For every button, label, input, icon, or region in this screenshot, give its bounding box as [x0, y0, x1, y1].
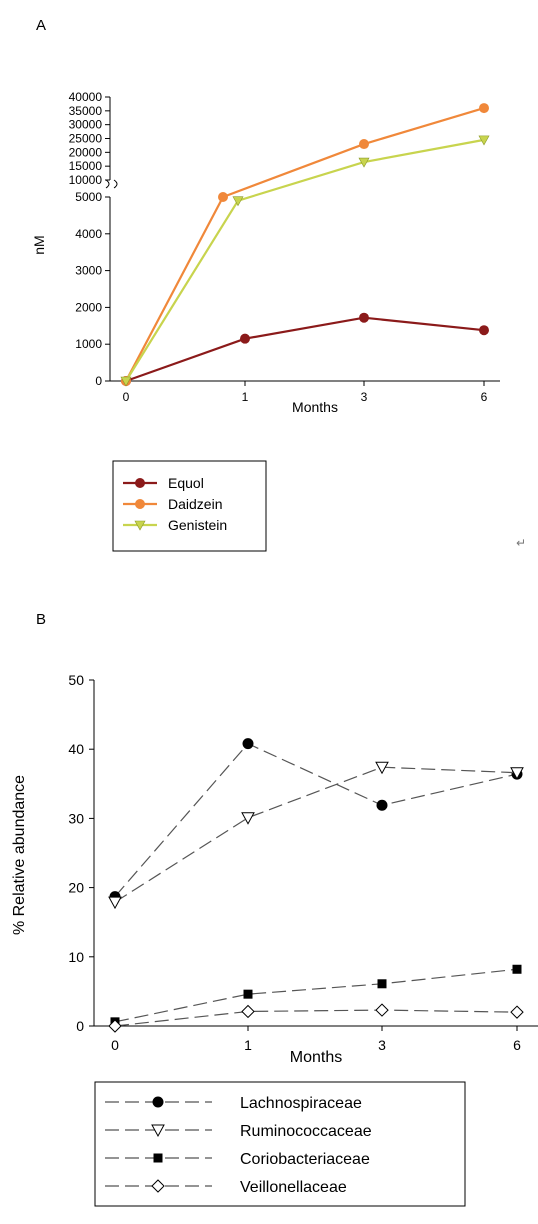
panel-a-y-tick-label: 4000	[75, 227, 102, 241]
panel-a-y-tick-label: 10000	[69, 173, 103, 187]
panel-a-x-axis-label: Months	[292, 399, 338, 415]
panel-b-x-tick-label: 0	[111, 1037, 119, 1053]
panel-b-legend-marker-lachnospiraceae	[152, 1096, 164, 1108]
panel-a-legend-marker-daidzein	[135, 499, 145, 509]
panel-b-series-line-lachnospiraceae	[114, 742, 518, 897]
panel-a-y-tick-label: 2000	[75, 300, 102, 314]
panel-b-legend-marker-veillonellaceae	[151, 1179, 165, 1193]
panel-a-x-tick-label: 0	[123, 390, 130, 404]
panel-a-y-tick-label: 0	[95, 374, 102, 388]
panel-a-y-tick-label: 15000	[69, 159, 103, 173]
panel-a-legend-marker-equol	[135, 478, 145, 488]
panel-b-point-coriobacteriaceae	[512, 964, 522, 974]
panel-b-y-tick-label: 40	[68, 741, 84, 757]
panel-b-y-tick-label: 0	[76, 1018, 84, 1034]
panel-b-legend-label-coriobacteriaceae: Coriobacteriaceae	[240, 1151, 370, 1168]
panel-b-legend-label-ruminococcaceae: Ruminococcaceae	[240, 1123, 372, 1140]
panel-b-point-ruminococcaceae	[241, 812, 255, 825]
panel-b-series-line-veillonellaceae	[114, 1009, 518, 1027]
panel-a-series-line-genistein	[125, 138, 485, 382]
panel-b-point-veillonellaceae	[108, 1019, 122, 1033]
panel-a-legend-label-genistein: Genistein	[168, 517, 227, 533]
panel-a-point-genistein	[232, 196, 244, 207]
panel-a-chart: 0 1000 2000 3000 4000 5000 1000015000200002500…	[31, 90, 500, 552]
panel-b-legend-marker-ruminococcaceae	[151, 1124, 165, 1138]
panel-a-x-tick-label: 1	[242, 390, 249, 404]
panel-a-y-tick-label: 30000	[69, 118, 103, 132]
panel-b-x-tick-label: 3	[378, 1037, 386, 1053]
panel-b-point-coriobacteriaceae	[377, 979, 387, 989]
panel-b-legend-marker-coriobacteriaceae	[153, 1153, 163, 1163]
panel-a-point-equol	[479, 325, 489, 336]
stray-return-mark: ↵	[516, 536, 526, 550]
panel-b-point-lachnospiraceae	[376, 799, 388, 811]
panel-b-point-ruminococcaceae	[108, 896, 122, 910]
panel-b-y-tick-label: 50	[68, 672, 84, 688]
panel-a-point-daidzein	[359, 139, 369, 150]
panel-b-y-tick-label: 10	[68, 949, 84, 965]
panel-b-y-tick-label: 20	[68, 880, 84, 896]
panel-a-series-line-daidzein	[125, 107, 485, 382]
panel-b-series-line-coriobacteriaceae	[114, 968, 518, 1023]
panel-a-y-axis-label: nM	[31, 235, 47, 254]
panel-a-point-equol	[240, 333, 250, 344]
panel-b-point-lachnospiraceae	[242, 738, 254, 750]
panel-a-x-tick-label: 6	[481, 390, 488, 404]
panel-a-point-daidzein	[218, 192, 228, 202]
panel-b-point-ruminococcaceae	[375, 761, 389, 775]
panel-a-point-equol	[359, 312, 369, 323]
panel-b-point-veillonellaceae	[510, 1005, 524, 1019]
panel-b-legend-label-veillonellaceae: Veillonellaceae	[240, 1179, 347, 1196]
panel-a-axis-break	[105, 179, 118, 189]
panel-a-point-genistein	[478, 135, 490, 146]
panel-b-y-tick-label: 30	[68, 810, 84, 826]
panel-a-series-line-equol	[125, 316, 485, 383]
panel-a-y-tick-label: 35000	[69, 104, 103, 118]
panel-b-point-veillonellaceae	[375, 1003, 389, 1017]
panel-b-point-ruminococcaceae	[510, 767, 524, 780]
panel-b-letter: B	[36, 611, 46, 628]
panel-a-y-tick-label: 40000	[69, 90, 103, 104]
panel-a-x-tick-label: 3	[361, 390, 368, 404]
panel-a-letter: A	[36, 17, 46, 34]
panel-b-y-axis-label: % Relative abundance	[11, 775, 28, 935]
panel-b-point-veillonellaceae	[241, 1004, 255, 1019]
panel-b-x-tick-label: 1	[244, 1037, 252, 1053]
panel-a-y-tick-label: 20000	[69, 145, 103, 159]
panel-a-legend-label-daidzein: Daidzein	[168, 496, 222, 512]
panel-a-y-tick-label: 1000	[75, 337, 102, 351]
panel-b-chart: 0 10 20 30 40 50 0 1 3 6 Months % Relative abundanc…	[11, 672, 538, 1207]
panel-b-point-coriobacteriaceae	[243, 989, 253, 999]
panel-a-y-tick-label: 5000	[75, 190, 102, 204]
panel-a-legend-marker-genistein	[134, 520, 146, 531]
panel-a-y-tick-label: 25000	[69, 132, 103, 146]
panel-a-point-genistein	[358, 157, 370, 168]
panel-b-x-axis-label: Months	[290, 1049, 342, 1066]
panel-b-series-line-ruminococcaceae	[114, 766, 518, 903]
panel-a-y-tick-label: 3000	[75, 264, 102, 278]
panel-a-legend-label-equol: Equol	[168, 475, 204, 491]
panel-b-x-tick-label: 6	[513, 1037, 521, 1053]
panel-a-point-daidzein	[479, 103, 489, 114]
panel-a-point-genistein	[120, 376, 132, 387]
panel-b-legend-label-lachnospiraceae: Lachnospiraceae	[240, 1095, 362, 1112]
